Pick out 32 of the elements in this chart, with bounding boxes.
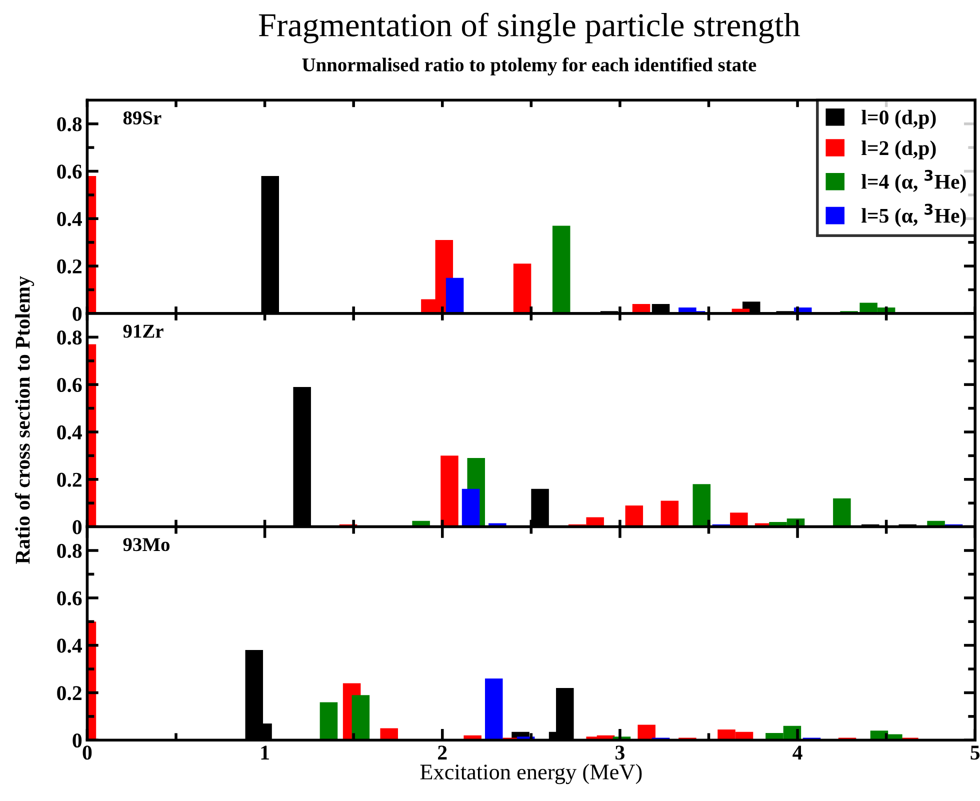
legend-label: l=4 (α, $^{3}$He) — [862, 170, 966, 194]
x-tick-label: 0 — [82, 746, 92, 760]
y-tick-label: 0.6 — [57, 164, 82, 179]
x-tick-label: 4 — [792, 746, 802, 760]
y-tick-label: 0.2 — [57, 686, 82, 700]
annotation: 89Sr — [123, 111, 162, 124]
y-tick-label: 0 — [72, 520, 82, 534]
x-tick-label: 5 — [970, 746, 980, 760]
annotation: 93Mo — [123, 538, 170, 552]
y-tick-label: 0.8 — [57, 117, 82, 132]
y-tick-label: 0.4 — [57, 212, 82, 226]
x-tick-label: 2 — [438, 746, 447, 760]
x-tick-label: 3 — [616, 746, 624, 760]
chart-subtitle: Unnormalised ratio to ptolemy for each identified state — [302, 58, 756, 76]
x-axis-title: Excitation energy (MeV) — [420, 764, 642, 784]
y-tick-label: 0 — [72, 734, 82, 748]
y-tick-label: 0.8 — [57, 330, 82, 345]
y-tick-label: 0 — [72, 306, 82, 321]
legend-label: l=2 (d,p) — [862, 140, 936, 160]
legend-label: l=5 (α, $^{3}$He) — [862, 204, 966, 228]
y-axis-title: Ratio of cross section to Ptolemy — [14, 276, 34, 564]
y-tick-label: 0.6 — [57, 591, 82, 606]
x-tick-label: 1 — [261, 746, 269, 760]
y-tick-label: 0.6 — [57, 378, 82, 392]
y-tick-label: 0.4 — [57, 638, 82, 653]
y-tick-label: 0.4 — [57, 425, 82, 440]
chart-title: Fragmentation of single particle strength — [258, 12, 800, 44]
legend-label: l=0 (d,p) — [862, 110, 936, 129]
annotation: 91Zr — [123, 324, 164, 338]
y-tick-label: 0.8 — [57, 544, 82, 558]
y-tick-label: 0.2 — [57, 259, 82, 274]
y-tick-label: 0.2 — [57, 472, 82, 487]
